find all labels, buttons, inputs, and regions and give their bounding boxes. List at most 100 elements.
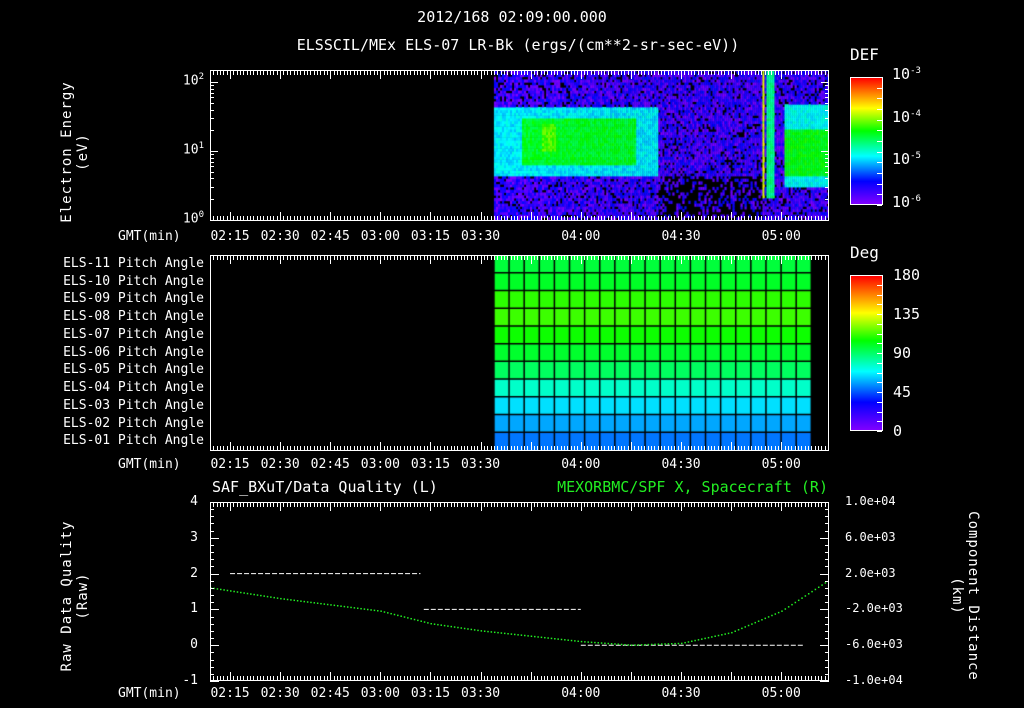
deg-colorbar-tick <box>877 431 882 432</box>
time-tick <box>640 70 642 75</box>
spacecraft-x-point <box>266 595 269 598</box>
time-tick <box>243 446 245 451</box>
time-tick <box>417 676 419 681</box>
spacecraft-x-point <box>353 607 356 609</box>
time-tick <box>397 446 399 451</box>
minor-y-tick <box>210 645 214 647</box>
spacecraft-x-point <box>246 592 249 595</box>
spacecraft-x-point <box>473 629 476 631</box>
spacecraft-x-point <box>804 595 807 597</box>
time-tick <box>734 502 736 507</box>
time-tick <box>687 676 689 681</box>
time-tick <box>714 216 716 221</box>
time-tick <box>213 70 215 75</box>
time-tick <box>797 676 799 681</box>
spacecraft-x-point <box>757 620 760 622</box>
time-tick <box>377 676 379 681</box>
time-tick <box>617 446 619 451</box>
time-tick <box>701 502 703 507</box>
time-tick <box>657 502 659 507</box>
time-tick <box>607 502 609 507</box>
time-tick <box>691 70 693 75</box>
time-tick <box>500 676 502 681</box>
spacecraft-x-point <box>467 628 469 630</box>
time-tick <box>557 502 559 507</box>
time-tick <box>350 502 352 507</box>
time-tick <box>791 255 793 260</box>
time-tick <box>624 70 626 75</box>
deg-colorbar-tick <box>877 284 882 286</box>
time-tick <box>236 255 238 260</box>
pitch-row-label: ELS-09 Pitch Angle <box>63 291 204 307</box>
time-tick-label: 03:00 <box>360 229 400 244</box>
time-tick <box>670 255 672 260</box>
minor-y-tick <box>825 566 829 568</box>
time-tick <box>540 70 542 75</box>
spacecraft-x-point <box>607 642 610 645</box>
time-tick <box>634 446 636 451</box>
time-tick <box>731 442 733 451</box>
time-tick <box>490 255 492 260</box>
time-tick <box>664 70 666 75</box>
time-tick <box>460 216 462 221</box>
spacecraft-x-point <box>650 643 653 646</box>
spacecraft-x-point <box>427 622 429 624</box>
time-tick <box>660 70 662 75</box>
time-tick <box>624 216 626 221</box>
time-tick <box>356 255 358 260</box>
time-tick <box>346 446 348 451</box>
time-tick <box>226 70 228 75</box>
time-tick <box>520 255 522 260</box>
minor-y-tick <box>210 523 214 525</box>
time-tick <box>500 70 502 75</box>
time-tick-label: 03:15 <box>410 229 451 244</box>
time-tick <box>246 70 248 75</box>
time-tick <box>664 255 666 260</box>
time-tick <box>353 70 355 75</box>
minor-y-tick <box>825 559 829 561</box>
time-tick <box>807 502 809 507</box>
time-tick <box>727 676 729 681</box>
time-tick <box>367 446 368 451</box>
time-tick <box>256 502 258 507</box>
time-tick <box>670 676 672 681</box>
deg-colorbar-tick <box>877 421 882 423</box>
time-tick <box>647 502 649 507</box>
def-colorbar-tick <box>877 130 882 132</box>
def-colorbar-tick <box>877 119 882 121</box>
time-tick <box>774 255 776 260</box>
spacecraft-x-point <box>326 603 329 606</box>
energy-tick-label: 101 <box>182 141 204 158</box>
minor-y-tick <box>825 580 829 582</box>
spacecraft-x-point <box>524 634 526 637</box>
time-tick <box>470 502 472 507</box>
time-tick <box>383 502 385 507</box>
time-axis-label-3: GMT(min) <box>118 686 181 701</box>
spacecraft-x-point <box>774 613 777 615</box>
time-tick <box>253 676 255 681</box>
time-tick <box>480 502 482 511</box>
time-tick <box>286 255 288 260</box>
minor-y-tick <box>825 573 829 575</box>
time-tick <box>433 502 435 507</box>
time-tick <box>477 216 479 221</box>
time-tick <box>524 676 525 681</box>
time-tick <box>316 216 318 221</box>
spacecraft-x-point <box>220 588 222 591</box>
spacecraft-x-point <box>731 631 733 634</box>
spacecraft-x-point <box>640 644 643 646</box>
time-tick-label: 04:00 <box>561 457 601 472</box>
time-tick <box>316 70 318 75</box>
time-tick <box>574 502 576 507</box>
time-tick <box>664 446 666 451</box>
time-tick <box>437 502 439 507</box>
time-tick <box>280 672 282 681</box>
time-tick <box>670 446 672 451</box>
spacecraft-x-point <box>540 636 543 639</box>
time-tick <box>777 446 779 451</box>
time-tick <box>356 216 358 221</box>
time-tick <box>443 502 445 507</box>
minor-y-tick <box>210 552 214 554</box>
time-tick <box>340 216 342 221</box>
spacecraft-x-point <box>243 592 245 594</box>
